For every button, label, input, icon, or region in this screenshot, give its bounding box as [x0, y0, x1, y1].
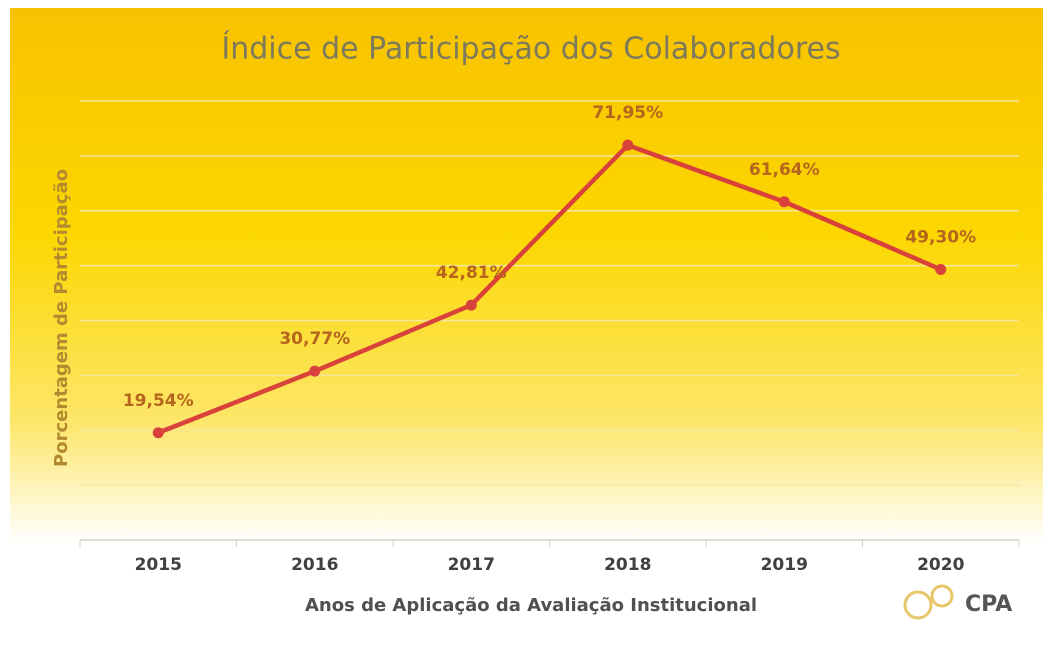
x-tick-label: 2020 [917, 555, 964, 575]
data-point [152, 427, 164, 439]
data-point [778, 196, 790, 208]
chart-background [10, 8, 1043, 645]
x-axis-label: Anos de Aplicação da Avaliação Instituci… [305, 595, 757, 616]
data-point [622, 139, 634, 151]
data-label: 61,64% [749, 160, 820, 180]
data-point [935, 263, 947, 275]
data-point [309, 365, 321, 377]
data-label: 49,30% [905, 227, 976, 247]
logo-text: CPA [965, 592, 1012, 617]
chart-title: Índice de Participação dos Colaboradores [221, 31, 840, 67]
logo-icon [903, 590, 933, 620]
x-tick-label: 2018 [604, 555, 651, 575]
logo-icon [930, 584, 954, 608]
x-tick-label: 2017 [448, 555, 495, 575]
data-label: 71,95% [592, 103, 663, 123]
data-label: 30,77% [279, 329, 350, 349]
x-tick-label: 2016 [291, 555, 338, 575]
data-point [465, 299, 477, 311]
data-line [157, 142, 942, 435]
data-label: 42,81% [436, 263, 507, 283]
x-tick-label: 2019 [761, 555, 808, 575]
y-axis-label: Porcentagem de Participação [51, 169, 72, 467]
logo: CPA [903, 584, 1012, 620]
x-tick-label: 2015 [135, 555, 182, 575]
data-label: 19,54% [123, 391, 194, 411]
